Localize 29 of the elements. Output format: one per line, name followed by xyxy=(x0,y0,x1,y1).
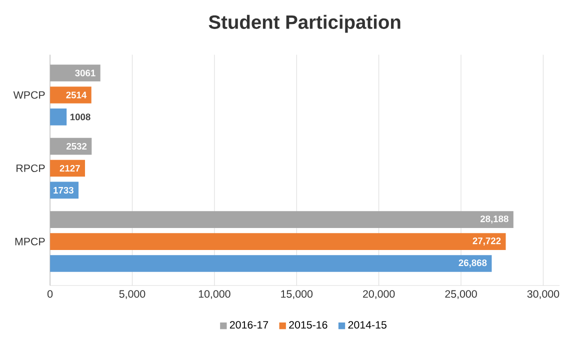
data-label: 2514 xyxy=(66,92,87,98)
y-tick-label: WPCP xyxy=(13,91,45,99)
data-label: 2532 xyxy=(66,143,87,150)
chart-title: Student Participation xyxy=(208,14,400,33)
bar xyxy=(50,233,506,250)
y-tick-label: RPCP xyxy=(16,164,45,172)
data-label: 27,722 xyxy=(472,238,501,246)
legend-label: 2014-15 xyxy=(348,321,386,329)
data-label: 26,868 xyxy=(458,260,487,268)
x-tick-label: 0 xyxy=(47,290,53,298)
x-tick-label: 10,000 xyxy=(198,290,230,300)
x-tick-label: 5,000 xyxy=(119,290,146,300)
x-tick-label: 15,000 xyxy=(281,290,313,300)
bar xyxy=(50,64,100,82)
x-tick-label: 25,000 xyxy=(445,290,477,300)
data-label: 3061 xyxy=(75,70,96,76)
bar xyxy=(50,211,514,228)
data-label: 1008 xyxy=(70,114,90,120)
y-tick-label: MPCP xyxy=(15,238,45,246)
bar xyxy=(50,108,67,126)
data-label: 2127 xyxy=(60,165,80,172)
x-tick-label: 30,000 xyxy=(527,290,560,300)
x-tick-label: 20,000 xyxy=(363,290,395,300)
bar xyxy=(50,86,92,104)
bar xyxy=(50,255,492,272)
data-label: 28,188 xyxy=(480,216,508,224)
data-label: 1733 xyxy=(54,187,74,194)
legend-label: 2016-17 xyxy=(230,321,268,329)
legend-label: 2015-16 xyxy=(289,321,328,329)
